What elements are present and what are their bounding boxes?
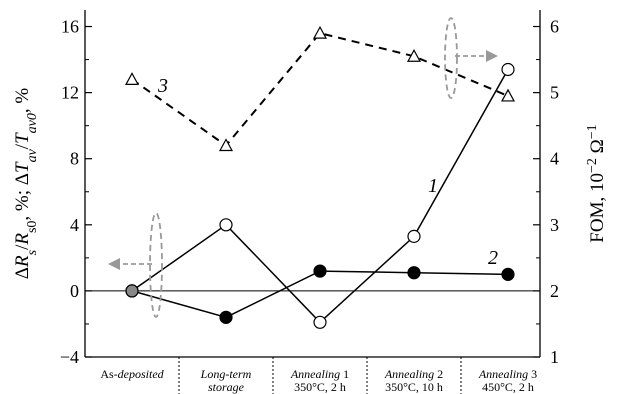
right-tick-label: 1: [550, 347, 559, 367]
right-arrow-icon: [486, 50, 498, 62]
category-label: 350°C, 10 h: [385, 380, 443, 394]
left-tick-label: 4: [70, 215, 79, 235]
right-tick-label: 4: [550, 149, 559, 169]
series-3-marker: [500, 88, 516, 102]
y-left-label: ΔRs/Rs0, %; ΔTav/Tav0, %: [12, 88, 40, 280]
series-2-marker: [219, 310, 233, 324]
series-1-label: 1: [428, 175, 438, 197]
y-right-label: FOM, 10−2 Ω−1: [585, 124, 609, 242]
annotations: 1 2 3: [108, 17, 498, 318]
series-2-marker: [125, 284, 139, 298]
series-3-marker: [406, 49, 422, 62]
left-tick-label: −4: [60, 347, 79, 367]
category-label: storage: [208, 380, 245, 394]
series-2-marker: [313, 264, 327, 278]
series-1-marker: [313, 315, 327, 329]
series-3-marker: [218, 138, 234, 152]
category-label: Annealing 1: [290, 367, 349, 381]
category-label: Annealing 2: [384, 367, 443, 381]
series-3-label: 3: [157, 75, 168, 97]
category-label: As-deposited: [100, 367, 164, 381]
series-3-line: [131, 32, 509, 147]
series-2-label: 2: [488, 247, 498, 269]
left-axis-ellipse: [149, 212, 163, 318]
category-label: Annealing 3: [478, 367, 537, 381]
series-2-marker: [501, 267, 515, 281]
right-tick-label: 2: [550, 281, 559, 301]
category-label: 450°C, 2 h: [482, 380, 534, 394]
series-2-line: [131, 270, 509, 319]
series-1-line: [131, 69, 509, 324]
series-3-marker: [124, 72, 140, 86]
right-tick-label: 5: [550, 83, 559, 103]
series-2-marker: [407, 266, 421, 280]
right-tick-label: 6: [550, 17, 559, 37]
series-1-marker: [219, 218, 233, 232]
left-tick-label: 0: [70, 281, 79, 301]
left-tick-label: 8: [70, 149, 79, 169]
left-tick-label: 16: [61, 17, 79, 37]
series-3-marker: [312, 25, 328, 39]
category-label: Long-term: [200, 367, 252, 381]
right-tick-label: 3: [550, 215, 559, 235]
right-axis-ellipse: [444, 17, 458, 99]
axis-labels: ΔRs/Rs0, %; ΔTav/Tav0, % FOM, 10−2 Ω−1: [12, 88, 608, 280]
series-1-marker: [407, 229, 421, 243]
left-tick-label: 12: [61, 83, 79, 103]
series-1-marker: [501, 62, 515, 77]
category-label: 350°C, 2 h: [294, 380, 346, 394]
left-arrow-icon: [108, 258, 120, 270]
